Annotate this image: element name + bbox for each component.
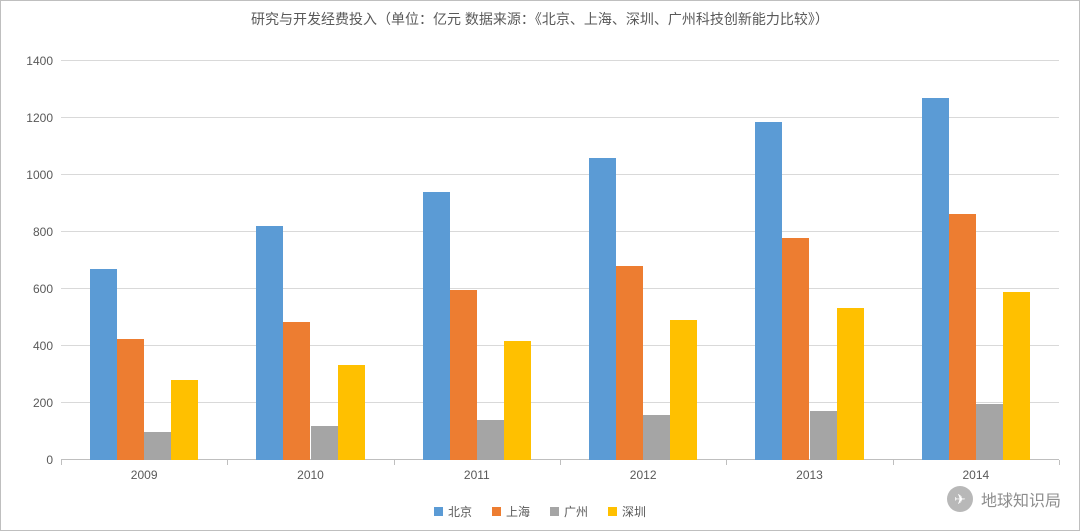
x-tick-mark bbox=[227, 460, 228, 465]
bar bbox=[976, 404, 1003, 460]
y-tick-label: 1000 bbox=[26, 168, 61, 182]
y-tick-label: 0 bbox=[46, 453, 61, 467]
x-tick-mark bbox=[560, 460, 561, 465]
y-tick-label: 1400 bbox=[26, 54, 61, 68]
y-tick-label: 600 bbox=[33, 282, 61, 296]
legend-label: 深圳 bbox=[622, 503, 646, 520]
bar bbox=[477, 420, 504, 460]
grid-line bbox=[61, 345, 1059, 346]
legend-swatch bbox=[550, 507, 559, 516]
bar bbox=[755, 122, 782, 460]
legend-label: 广州 bbox=[564, 503, 588, 520]
grid-line bbox=[61, 117, 1059, 118]
y-tick-label: 200 bbox=[33, 396, 61, 410]
bar bbox=[837, 308, 864, 460]
x-tick-mark bbox=[61, 460, 62, 465]
x-tick-label: 2012 bbox=[630, 468, 657, 482]
bar bbox=[504, 341, 531, 460]
x-tick-label: 2014 bbox=[962, 468, 989, 482]
legend: 北京 上海 广州 深圳 bbox=[1, 503, 1079, 520]
bar bbox=[144, 432, 171, 461]
bar bbox=[922, 98, 949, 460]
grid-line bbox=[61, 174, 1059, 175]
bar bbox=[338, 365, 365, 460]
legend-swatch bbox=[608, 507, 617, 516]
x-tick-label: 2011 bbox=[464, 468, 490, 482]
x-tick-label: 2010 bbox=[297, 468, 324, 482]
chart-title: 研究与开发经费投入（单位：亿元 数据来源：《北京、上海、深圳、广州科技创新能力比… bbox=[1, 9, 1079, 29]
bar bbox=[171, 380, 198, 460]
legend-item: 深圳 bbox=[608, 503, 646, 520]
bar bbox=[450, 290, 477, 460]
wechat-icon: ✈ bbox=[947, 486, 973, 512]
y-tick-label: 1200 bbox=[26, 111, 61, 125]
grid-line bbox=[61, 402, 1059, 403]
plot-area: 0200400600800100012001400200920102011201… bbox=[61, 61, 1059, 460]
bar bbox=[117, 339, 144, 460]
chart-container: 研究与开发经费投入（单位：亿元 数据来源：《北京、上海、深圳、广州科技创新能力比… bbox=[0, 0, 1080, 531]
bar bbox=[283, 322, 310, 460]
bar bbox=[311, 426, 338, 460]
x-tick-mark bbox=[394, 460, 395, 465]
bar bbox=[256, 226, 283, 460]
x-tick-label: 2009 bbox=[131, 468, 158, 482]
legend-swatch bbox=[492, 507, 501, 516]
legend-item: 广州 bbox=[550, 503, 588, 520]
legend-swatch bbox=[434, 507, 443, 516]
legend-label: 上海 bbox=[506, 503, 530, 520]
legend-label: 北京 bbox=[448, 503, 472, 520]
bar bbox=[90, 269, 117, 460]
y-tick-label: 400 bbox=[33, 339, 61, 353]
watermark-text: 地球知识局 bbox=[981, 487, 1061, 511]
bar bbox=[782, 238, 809, 460]
legend-item: 上海 bbox=[492, 503, 530, 520]
bar bbox=[670, 320, 697, 461]
grid-line bbox=[61, 60, 1059, 61]
grid-line bbox=[61, 288, 1059, 289]
x-tick-label: 2013 bbox=[796, 468, 823, 482]
bar bbox=[810, 411, 837, 460]
grid-line bbox=[61, 231, 1059, 232]
bar bbox=[1003, 292, 1030, 460]
bar bbox=[423, 192, 450, 460]
x-tick-mark bbox=[726, 460, 727, 465]
legend-item: 北京 bbox=[434, 503, 472, 520]
bar bbox=[643, 415, 670, 460]
watermark: ✈ 地球知识局 bbox=[947, 486, 1061, 512]
bar bbox=[949, 214, 976, 460]
x-tick-mark bbox=[893, 460, 894, 465]
bar bbox=[616, 266, 643, 460]
y-tick-label: 800 bbox=[33, 225, 61, 239]
x-tick-mark bbox=[1059, 460, 1060, 465]
bar bbox=[589, 158, 616, 460]
